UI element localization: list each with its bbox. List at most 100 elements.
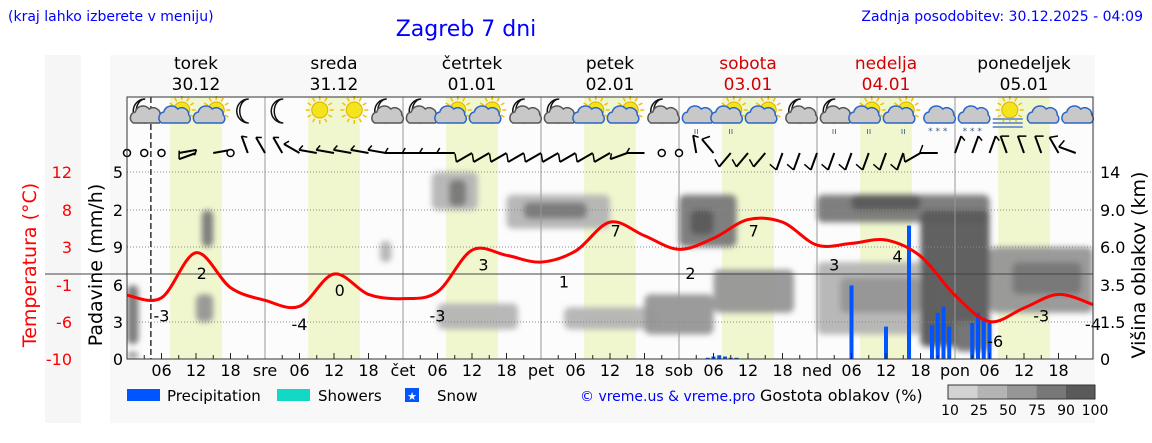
temperature-label: 3 [829,256,839,275]
sun-ray [721,102,726,106]
cloud-icon [606,105,640,124]
sun-ray [324,97,328,102]
snow-star-icon: ★ [407,390,417,403]
barb-feather [902,153,906,163]
page-title: Zagreb 7 dni [396,17,537,42]
cloud-layer [713,269,794,313]
temperature-label: 7 [611,222,621,241]
precipitation-bar [981,317,986,359]
temperature-tick: 8 [62,201,72,220]
sun-ray [450,97,454,102]
cloud-density-title: Gostota oblakov (%) [760,386,923,405]
day-name: torek [174,54,218,74]
cloud-height-tick: 3.5 [1100,276,1125,295]
density-level-label: 25 [970,403,988,419]
wind-barb [178,150,197,161]
barb-shaft [507,152,525,163]
barb-shaft [792,152,801,171]
hour-label: 12 [186,361,206,380]
wind-barb [575,152,594,163]
wind-barb [748,152,767,168]
weather-icon-moon [270,98,284,124]
barb-shaft [988,135,997,154]
barb-shaft [455,152,473,163]
sun-ray [726,97,730,102]
sun-ray [997,102,1002,106]
barb-feather [872,163,881,171]
barb-shaft [809,152,818,171]
weather-icon-sun-cloud [744,96,783,124]
wind-barb [592,152,611,163]
day-date: 04.01 [862,75,911,95]
sun-ray [1014,97,1018,102]
weather-icon-sun-cloud [468,96,507,124]
sun-ray [622,97,626,102]
hour-label: 12 [738,361,758,380]
wind-barb [902,152,922,163]
cloud-icon [785,105,819,124]
sun-ray [496,97,500,102]
weather-icon-moon-cloud [543,98,577,124]
moon-icon [270,98,284,124]
day-abbr-label: pon [940,361,970,380]
wind-barb [731,152,749,168]
day-date: 30.12 [172,75,221,95]
sun-ray [224,114,229,118]
sun-ray [186,97,190,102]
location-hint[interactable]: (kraj lahko izberete v meniju) [8,9,214,25]
cloud-layer [564,307,656,330]
copyright-link[interactable]: © vreme.us & vreme.pro [580,389,755,405]
wind-barb [384,147,403,154]
temperature-label: 7 [749,222,759,241]
rain-drops-icon: ıı [866,127,871,137]
barb-shaft [542,152,559,163]
barb-feather [919,144,924,154]
barb-shaft [283,143,300,154]
sun-ray [362,114,367,118]
cloud-icon [192,105,226,124]
hour-label: 12 [1014,361,1034,380]
cloud-icon [923,105,957,124]
cloud-icon [744,105,778,124]
sun-ray [617,102,622,106]
temperature-axis-title: Temperatura (°C) [19,183,41,348]
sun-ray [346,97,350,102]
day-date: 05.01 [1000,75,1049,95]
temperature-line [126,216,1094,324]
barb-feather [855,163,864,171]
wind-barb [332,144,352,154]
wind-barb [609,152,628,161]
cloud-layer [380,240,392,263]
sun-ray [1018,102,1023,106]
legend-showers-swatch [277,389,310,401]
sun-ray [893,102,898,106]
barb-feather [401,147,406,154]
sun-ray [914,114,919,118]
cloud-icon [1026,105,1060,124]
cloud-layer [196,294,214,322]
sun-ray [190,102,195,106]
sun-ray [328,102,333,106]
sun-ray [341,114,346,118]
cloud-layer [437,303,518,330]
wind-barb [872,152,887,171]
temperature-tick: 3 [62,238,72,257]
barb-shaft [1034,135,1043,154]
precipitation-bar [935,312,940,359]
barb-shaft [775,152,784,171]
cloud-layer [127,285,139,345]
barb-shaft [350,148,369,154]
sun-ray [208,97,212,102]
sun-ray [876,97,880,102]
weather-icon-moon-cloud [509,98,543,124]
density-level-label: 75 [1028,403,1046,419]
precipitation-bar [884,326,888,359]
precipitation-tick: 6 [113,276,123,295]
wind-barb [488,152,507,163]
weather-icon-moon-cloud-rain: ıı [819,98,853,137]
weather-icon-moon-cloud [129,98,163,124]
precipitation-bar [717,355,722,359]
wind-barb [298,144,317,154]
barb-feather [557,153,561,163]
daylight-band [308,97,360,359]
